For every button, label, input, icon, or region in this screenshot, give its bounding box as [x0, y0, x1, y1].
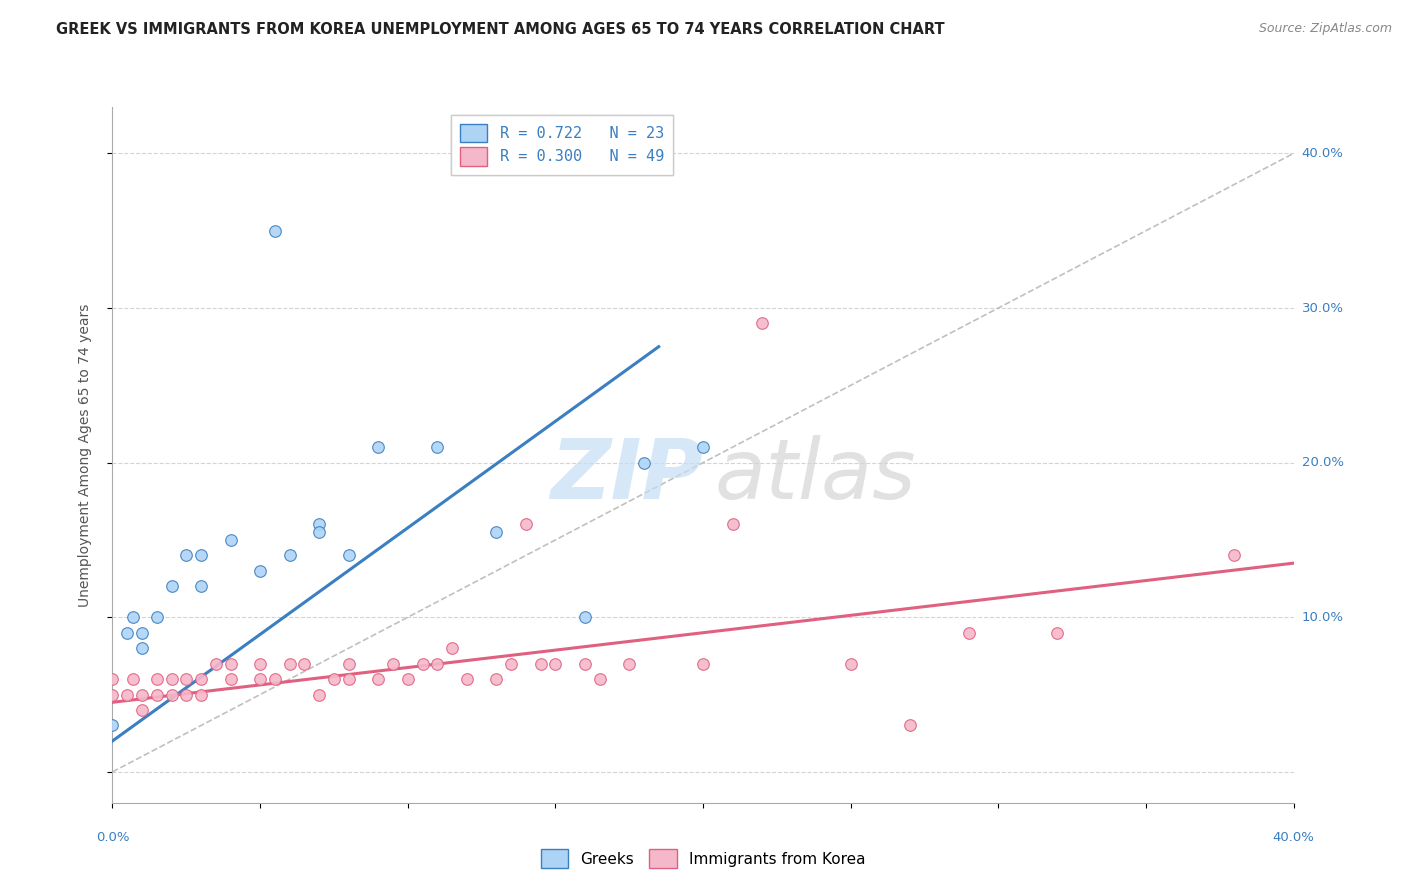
Point	[131, 641, 153, 656]
Point	[692, 657, 714, 671]
Point	[174, 549, 197, 563]
Point	[839, 657, 862, 671]
Point	[337, 657, 360, 671]
Point	[308, 688, 330, 702]
Point	[544, 657, 567, 671]
Point	[146, 672, 169, 686]
Point	[574, 657, 596, 671]
Point	[337, 549, 360, 563]
Point	[117, 625, 138, 640]
Point	[278, 657, 301, 671]
Point	[160, 688, 183, 702]
Point	[751, 317, 773, 331]
Text: atlas: atlas	[714, 435, 917, 516]
Point	[160, 672, 183, 686]
Point	[160, 579, 183, 593]
Point	[205, 657, 228, 671]
Text: GREEK VS IMMIGRANTS FROM KOREA UNEMPLOYMENT AMONG AGES 65 TO 74 YEARS CORRELATIO: GREEK VS IMMIGRANTS FROM KOREA UNEMPLOYM…	[56, 22, 945, 37]
Point	[501, 657, 523, 671]
Point	[367, 440, 389, 454]
Point	[367, 672, 389, 686]
Point	[278, 549, 301, 563]
Text: 30.0%: 30.0%	[1302, 301, 1344, 315]
Point	[249, 672, 271, 686]
Point	[131, 688, 153, 702]
Point	[131, 703, 153, 717]
Point	[1223, 549, 1246, 563]
Point	[441, 641, 464, 656]
Point	[264, 224, 287, 238]
Point	[1046, 625, 1069, 640]
Legend: R = 0.722   N = 23, R = 0.300   N = 49: R = 0.722 N = 23, R = 0.300 N = 49	[451, 115, 673, 175]
Text: 20.0%: 20.0%	[1302, 456, 1344, 469]
Text: ZIP: ZIP	[550, 435, 703, 516]
Point	[101, 718, 124, 732]
Point	[174, 672, 197, 686]
Point	[456, 672, 478, 686]
Point	[411, 657, 433, 671]
Legend: Greeks, Immigrants from Korea: Greeks, Immigrants from Korea	[533, 841, 873, 875]
Point	[957, 625, 980, 640]
Point	[174, 688, 197, 702]
Point	[396, 672, 419, 686]
Point	[117, 688, 138, 702]
Point	[633, 456, 655, 470]
Point	[898, 718, 921, 732]
Point	[146, 688, 169, 702]
Point	[721, 517, 744, 532]
Text: Source: ZipAtlas.com: Source: ZipAtlas.com	[1258, 22, 1392, 36]
Point	[101, 672, 124, 686]
Point	[101, 688, 124, 702]
Point	[122, 672, 145, 686]
Text: 40.0%: 40.0%	[1302, 147, 1344, 160]
Point	[190, 579, 212, 593]
Point	[308, 517, 330, 532]
Point	[485, 525, 508, 540]
Point	[190, 672, 212, 686]
Point	[588, 672, 610, 686]
Point	[292, 657, 315, 671]
Point	[515, 517, 537, 532]
Point	[219, 657, 242, 671]
Point	[190, 688, 212, 702]
Point	[426, 440, 449, 454]
Y-axis label: Unemployment Among Ages 65 to 74 years: Unemployment Among Ages 65 to 74 years	[77, 303, 91, 607]
Point	[249, 657, 271, 671]
Point	[190, 549, 212, 563]
Point	[529, 657, 551, 671]
Point	[122, 610, 145, 624]
Point	[131, 625, 153, 640]
Point	[308, 525, 330, 540]
Point	[219, 672, 242, 686]
Text: 10.0%: 10.0%	[1302, 611, 1344, 624]
Point	[426, 657, 449, 671]
Point	[382, 657, 405, 671]
Point	[485, 672, 508, 686]
Point	[249, 564, 271, 578]
Point	[574, 610, 596, 624]
Text: 40.0%: 40.0%	[1272, 830, 1315, 844]
Point	[692, 440, 714, 454]
Point	[619, 657, 641, 671]
Point	[323, 672, 346, 686]
Point	[219, 533, 242, 547]
Point	[146, 610, 169, 624]
Point	[264, 672, 287, 686]
Point	[337, 672, 360, 686]
Text: 0.0%: 0.0%	[96, 830, 129, 844]
